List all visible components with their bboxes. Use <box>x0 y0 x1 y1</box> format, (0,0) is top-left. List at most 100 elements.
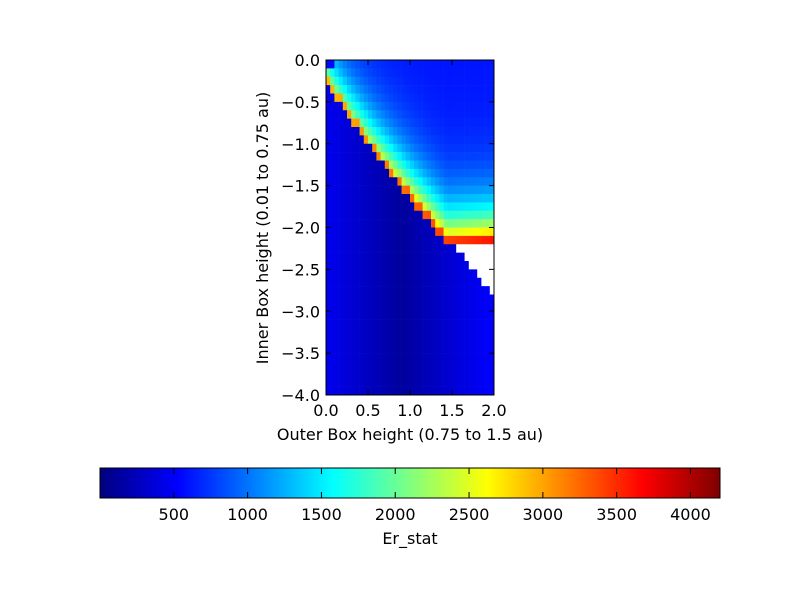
heatmap-cell <box>418 227 423 237</box>
heatmap-cell <box>464 277 470 287</box>
heatmap-cell <box>468 319 474 329</box>
heatmap-cell <box>397 235 402 245</box>
heatmap-cell <box>376 328 381 337</box>
heatmap-cell <box>380 210 386 220</box>
heatmap-cell <box>326 76 331 86</box>
heatmap-cell <box>477 210 482 220</box>
heatmap-cell <box>363 85 369 94</box>
heatmap-cell <box>473 353 478 362</box>
heatmap-cell <box>380 227 386 237</box>
heatmap-cell <box>368 386 373 396</box>
heatmap-cell <box>330 127 335 136</box>
heatmap-cell <box>401 210 407 220</box>
colorbar <box>99 467 721 499</box>
heatmap-cell <box>452 160 457 170</box>
heatmap-cell <box>401 160 407 170</box>
x-tick-label: 1.0 <box>397 401 422 420</box>
colorbar-tick-label: 1000 <box>227 505 268 524</box>
heatmap-cell <box>355 60 360 69</box>
heatmap-cell <box>481 194 486 203</box>
heatmap-cell <box>347 194 352 203</box>
heatmap-cell <box>363 118 369 128</box>
heatmap-cell <box>326 118 331 128</box>
heatmap-cell <box>330 101 335 111</box>
heatmap-cell <box>326 177 331 186</box>
heatmap-cell <box>468 160 474 170</box>
heatmap-cell <box>485 143 491 153</box>
heatmap-cell <box>422 302 428 312</box>
heatmap-cell <box>347 336 352 346</box>
heatmap-cell <box>414 194 419 203</box>
heatmap-cell <box>468 60 474 69</box>
heatmap-cell <box>338 302 344 312</box>
heatmap-cell <box>422 101 428 111</box>
heatmap-cell <box>435 353 440 362</box>
heatmap-cell <box>405 101 411 111</box>
heatmap-cell <box>460 202 465 212</box>
heatmap-cell <box>384 386 390 396</box>
heatmap-cell <box>485 127 491 136</box>
heatmap-cell <box>426 177 432 186</box>
heatmap-cell <box>418 294 423 304</box>
heatmap-cell <box>447 328 453 337</box>
heatmap-cell <box>435 185 440 195</box>
heatmap-cell <box>342 110 348 119</box>
heatmap-cell <box>342 177 348 186</box>
heatmap-cell <box>393 85 398 94</box>
heatmap-cell <box>351 277 356 287</box>
heatmap-cell <box>376 344 381 354</box>
heatmap-cell <box>452 177 457 186</box>
heatmap-cell <box>380 127 386 136</box>
heatmap-cell <box>372 328 377 337</box>
heatmap-cell <box>460 353 465 362</box>
heatmap-cell <box>464 386 470 396</box>
heatmap-cell <box>342 286 348 295</box>
heatmap-cell <box>452 101 457 111</box>
heatmap-cell <box>485 101 491 111</box>
heatmap-cell <box>464 344 470 354</box>
heatmap-cell <box>393 252 398 262</box>
heatmap-cell <box>410 219 415 228</box>
heatmap-cell <box>464 194 470 203</box>
heatmap-cell <box>368 93 373 103</box>
heatmap-cell <box>443 353 449 362</box>
heatmap-cell <box>439 286 444 295</box>
heatmap-cell <box>435 302 440 312</box>
heatmap-cell <box>431 344 436 354</box>
heatmap-cell <box>443 378 449 387</box>
heatmap-cell <box>447 252 453 262</box>
heatmap-cell <box>447 101 453 111</box>
heatmap-cell <box>380 185 386 195</box>
heatmap-cell <box>355 378 360 387</box>
heatmap-cell <box>477 85 482 94</box>
heatmap-cell <box>380 93 386 103</box>
heatmap-cell <box>468 235 474 245</box>
heatmap-cell <box>384 353 390 362</box>
heatmap-cell <box>473 227 478 237</box>
heatmap-cell <box>460 85 465 94</box>
heatmap-cell <box>401 286 407 295</box>
heatmap-cell <box>401 152 407 161</box>
heatmap-cell <box>389 328 394 337</box>
heatmap-cell <box>473 277 478 287</box>
heatmap-cell <box>452 277 457 287</box>
heatmap-cell <box>422 168 428 178</box>
heatmap-cell <box>489 110 495 119</box>
heatmap-cell <box>473 344 478 354</box>
heatmap-cell <box>489 319 495 329</box>
heatmap-cell <box>443 152 449 161</box>
heatmap-cell <box>431 60 436 69</box>
heatmap-cell <box>456 252 461 262</box>
heatmap-cell <box>384 319 390 329</box>
heatmap-cell <box>359 152 365 161</box>
heatmap-cell <box>338 143 344 153</box>
heatmap-cell <box>401 177 407 186</box>
heatmap-cell <box>468 286 474 295</box>
x-tick-label: 2.0 <box>481 401 506 420</box>
heatmap-cell <box>489 277 495 287</box>
heatmap-cell <box>473 76 478 86</box>
heatmap-cell <box>473 101 478 111</box>
heatmap-cell <box>368 76 373 86</box>
heatmap-cell <box>431 219 436 228</box>
heatmap-cell <box>351 369 356 379</box>
